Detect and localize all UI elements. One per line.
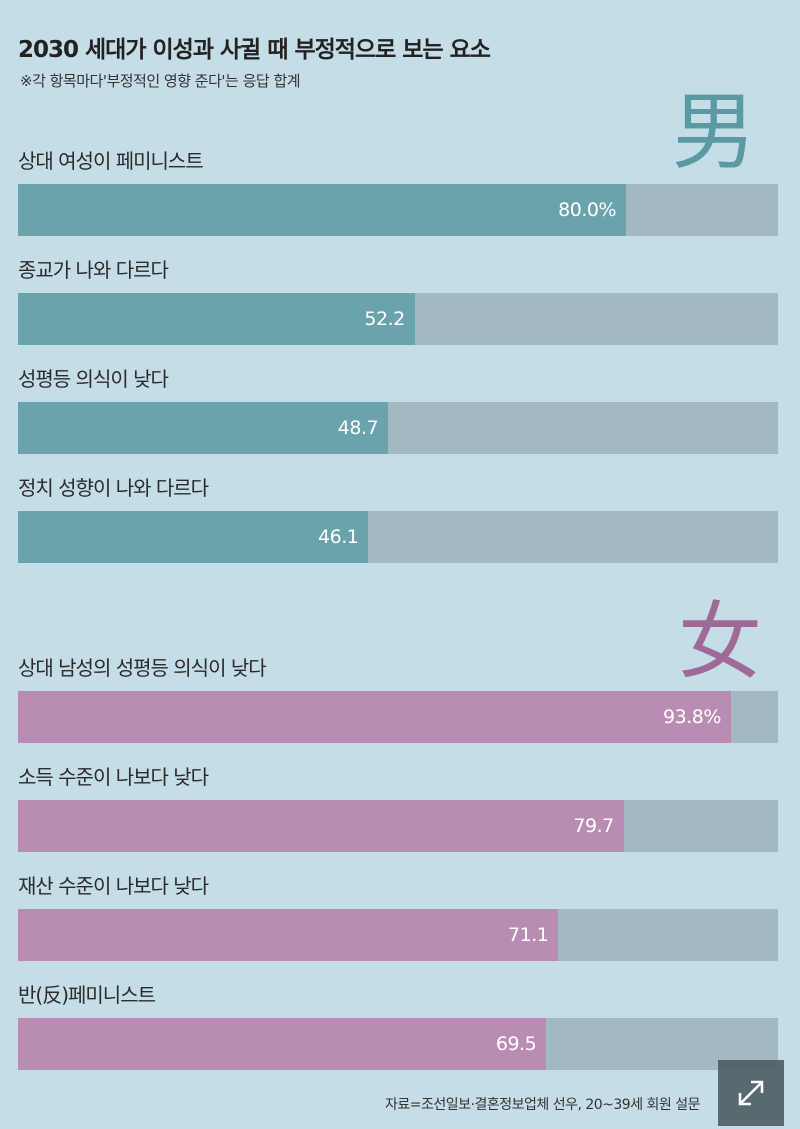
bar-fill: 93.8% bbox=[18, 691, 731, 743]
bar-track: 52.2 bbox=[18, 293, 778, 345]
female-group-glyph: 女 bbox=[677, 593, 762, 691]
bar-label: 재산 수준이 나보다 낮다 bbox=[18, 874, 209, 898]
bar-row: 상대 여성이 페미니스트 80.0% bbox=[18, 145, 778, 236]
bar-fill: 79.7 bbox=[18, 800, 624, 852]
bar-row: 소득 수준이 나보다 낮다 79.7 bbox=[18, 761, 778, 852]
bar-value-label: 69.5 bbox=[495, 1033, 537, 1055]
expand-button[interactable] bbox=[718, 1060, 784, 1126]
expand-icon bbox=[738, 1080, 764, 1106]
bar-value-label: 46.1 bbox=[318, 526, 359, 548]
bar-label: 정치 성향이 나와 다르다 bbox=[18, 476, 209, 500]
bar-label: 종교가 나와 다르다 bbox=[18, 258, 169, 282]
bar-label: 성평등 의식이 낮다 bbox=[18, 367, 169, 391]
bar-fill: 46.1 bbox=[18, 511, 369, 563]
bar-value-label: 52.2 bbox=[364, 308, 405, 330]
bar-value-label: 71.1 bbox=[508, 924, 549, 946]
bar-fill: 69.5 bbox=[18, 1018, 547, 1070]
bar-fill: 80.0% bbox=[18, 184, 626, 236]
bar-track: 79.7 bbox=[18, 800, 778, 852]
bar-label: 소득 수준이 나보다 낮다 bbox=[18, 765, 209, 789]
chart-subtitle: ※각 항목마다'부정적인 영향 준다'는 응답 합계 bbox=[20, 72, 301, 90]
bar-track: 46.1 bbox=[18, 511, 778, 563]
bar-label: 상대 여성이 페미니스트 bbox=[18, 149, 204, 173]
bar-value-label: 48.7 bbox=[337, 417, 379, 439]
bar-fill: 52.2 bbox=[18, 293, 415, 345]
bar-fill: 48.7 bbox=[18, 402, 389, 454]
male-group-glyph: 男 bbox=[671, 83, 756, 181]
bar-track: 69.5 bbox=[18, 1018, 778, 1070]
bar-value-label: 79.7 bbox=[573, 815, 614, 837]
bar-fill: 71.1 bbox=[18, 909, 559, 961]
bar-row: 반(反)페미니스트 69.5 bbox=[18, 979, 778, 1070]
bar-track: 93.8% bbox=[18, 691, 778, 743]
bar-track: 48.7 bbox=[18, 402, 778, 454]
bar-value-label: 93.8% bbox=[663, 706, 721, 728]
bar-value-label: 80.0% bbox=[558, 199, 616, 221]
bar-track: 71.1 bbox=[18, 909, 778, 961]
bar-track: 80.0% bbox=[18, 184, 778, 236]
bar-label: 상대 남성의 성평등 의식이 낮다 bbox=[18, 656, 267, 680]
bar-row: 정치 성향이 나와 다르다 46.1 bbox=[18, 472, 778, 563]
bar-row: 성평등 의식이 낮다 48.7 bbox=[18, 363, 778, 454]
chart-title: 2030 세대가 이성과 사귈 때 부정적으로 보는 요소 bbox=[18, 37, 491, 63]
source-note: 자료=조선일보·결혼정보업체 선우, 20~39세 회원 설문 bbox=[385, 1097, 701, 1113]
bar-row: 종교가 나와 다르다 52.2 bbox=[18, 254, 778, 345]
bar-row: 상대 남성의 성평등 의식이 낮다 93.8% bbox=[18, 652, 778, 743]
bar-row: 재산 수준이 나보다 낮다 71.1 bbox=[18, 870, 778, 961]
bar-label: 반(反)페미니스트 bbox=[18, 983, 156, 1007]
